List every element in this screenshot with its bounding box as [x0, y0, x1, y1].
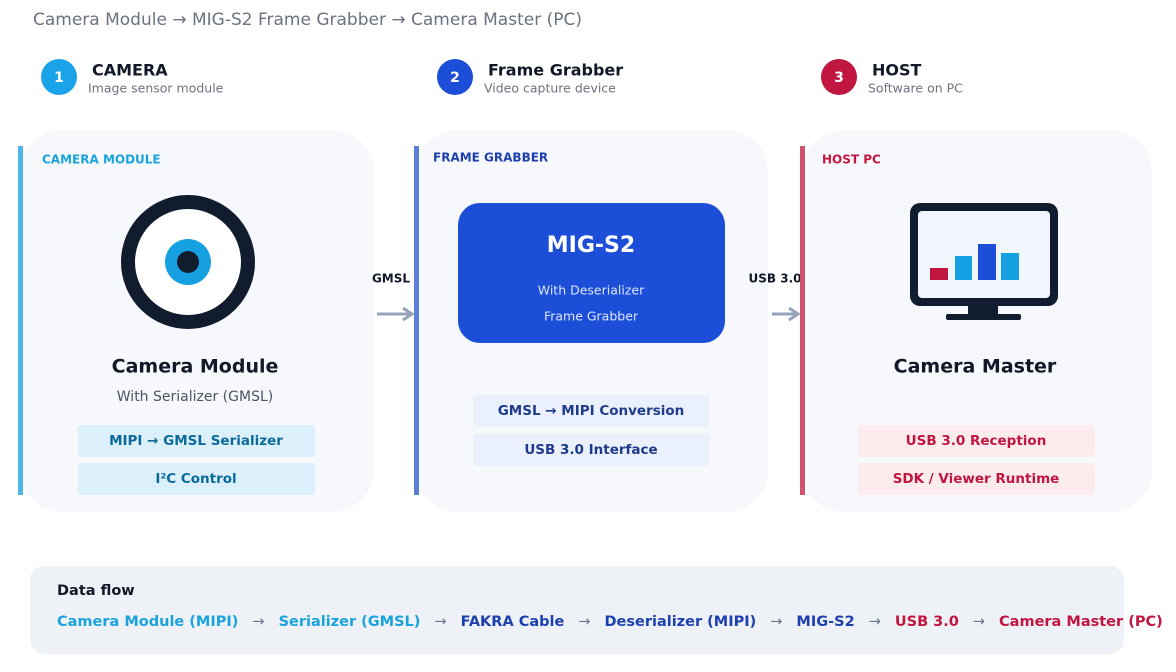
step-title: HOST: [872, 61, 922, 80]
device-name: MIG-S2: [547, 233, 635, 258]
step-number: 3: [834, 70, 844, 86]
feature: I²C Control: [155, 471, 236, 487]
device-box: [458, 203, 725, 343]
step-title: Frame Grabber: [488, 61, 623, 80]
flow-item: Serializer (GMSL): [278, 614, 421, 630]
panel-accent: [800, 146, 805, 495]
feature: USB 3.0 Reception: [906, 433, 1047, 449]
step-subtitle: Video capture device: [484, 81, 616, 96]
step-subtitle: Software on PC: [868, 81, 963, 96]
panel: [802, 130, 1152, 512]
panel-accent: [414, 146, 419, 495]
flow-arrow: →: [252, 614, 265, 630]
page-title: Camera Module → MIG-S2 Frame Grabber → C…: [33, 10, 582, 30]
feature: GMSL → MIPI Conversion: [498, 403, 685, 419]
flow-item: FAKRA Cable: [460, 614, 565, 630]
data-flow-title: Data flow: [57, 583, 135, 599]
feature: USB 3.0 Interface: [524, 442, 657, 458]
connector-arrow: [772, 306, 801, 322]
panel-label: CAMERA MODULE: [42, 153, 161, 167]
feature: SDK / Viewer Runtime: [893, 471, 1060, 487]
panel-label: FRAME GRABBER: [433, 151, 548, 165]
feature-box: [858, 463, 1095, 495]
panel-accent: [18, 146, 23, 495]
panel-name: Camera Module: [112, 356, 279, 378]
flow-arrow: →: [868, 614, 881, 630]
feature-box: [858, 425, 1095, 457]
step-badge: [821, 59, 857, 95]
panel-name: Camera Master: [894, 356, 1057, 378]
device-line: With Deserializer: [538, 283, 645, 298]
feature: MIPI → GMSL Serializer: [109, 433, 283, 449]
step-number: 2: [450, 70, 460, 86]
flow-item: MIG-S2: [796, 614, 855, 630]
step-badge: [437, 59, 473, 95]
flow-arrow: →: [972, 614, 986, 630]
icon-bar: [978, 244, 996, 280]
panel-description: With Serializer (GMSL): [117, 389, 273, 405]
device-line: Frame Grabber: [544, 309, 639, 324]
flow-item: USB 3.0: [894, 614, 959, 630]
connector-label: GMSL: [372, 272, 410, 286]
icon-bar: [930, 268, 948, 280]
monitor-base: [946, 314, 1021, 320]
flow-arrow: →: [578, 614, 591, 630]
step-title: CAMERA: [92, 61, 168, 80]
step-number: 1: [54, 70, 64, 86]
icon-bar: [1001, 253, 1019, 280]
step-subtitle: Image sensor module: [88, 81, 224, 96]
monitor-stand: [968, 306, 998, 315]
connector-arrow: [377, 306, 415, 322]
flow-item: Camera Master (PC): [999, 614, 1163, 630]
icon-bar: [955, 256, 972, 280]
feature-box: [78, 425, 315, 457]
flow-arrow: →: [434, 614, 447, 630]
feature-box: [473, 395, 710, 427]
connector-label: USB 3.0: [749, 272, 802, 286]
step-badge: [41, 59, 77, 95]
feature-box: [78, 463, 315, 495]
camera-pupil: [177, 251, 199, 273]
data-flow-box: [30, 566, 1124, 654]
panel-label: HOST PC: [822, 153, 881, 167]
flow-arrow: →: [770, 614, 783, 630]
data-flow: Camera Module (MIPI) → Serializer (GMSL) → F…: [57, 614, 1163, 630]
flow-item: Deserializer (MIPI): [604, 614, 757, 630]
flow-item: Camera Module (MIPI): [57, 614, 239, 630]
feature-box: [473, 434, 710, 466]
